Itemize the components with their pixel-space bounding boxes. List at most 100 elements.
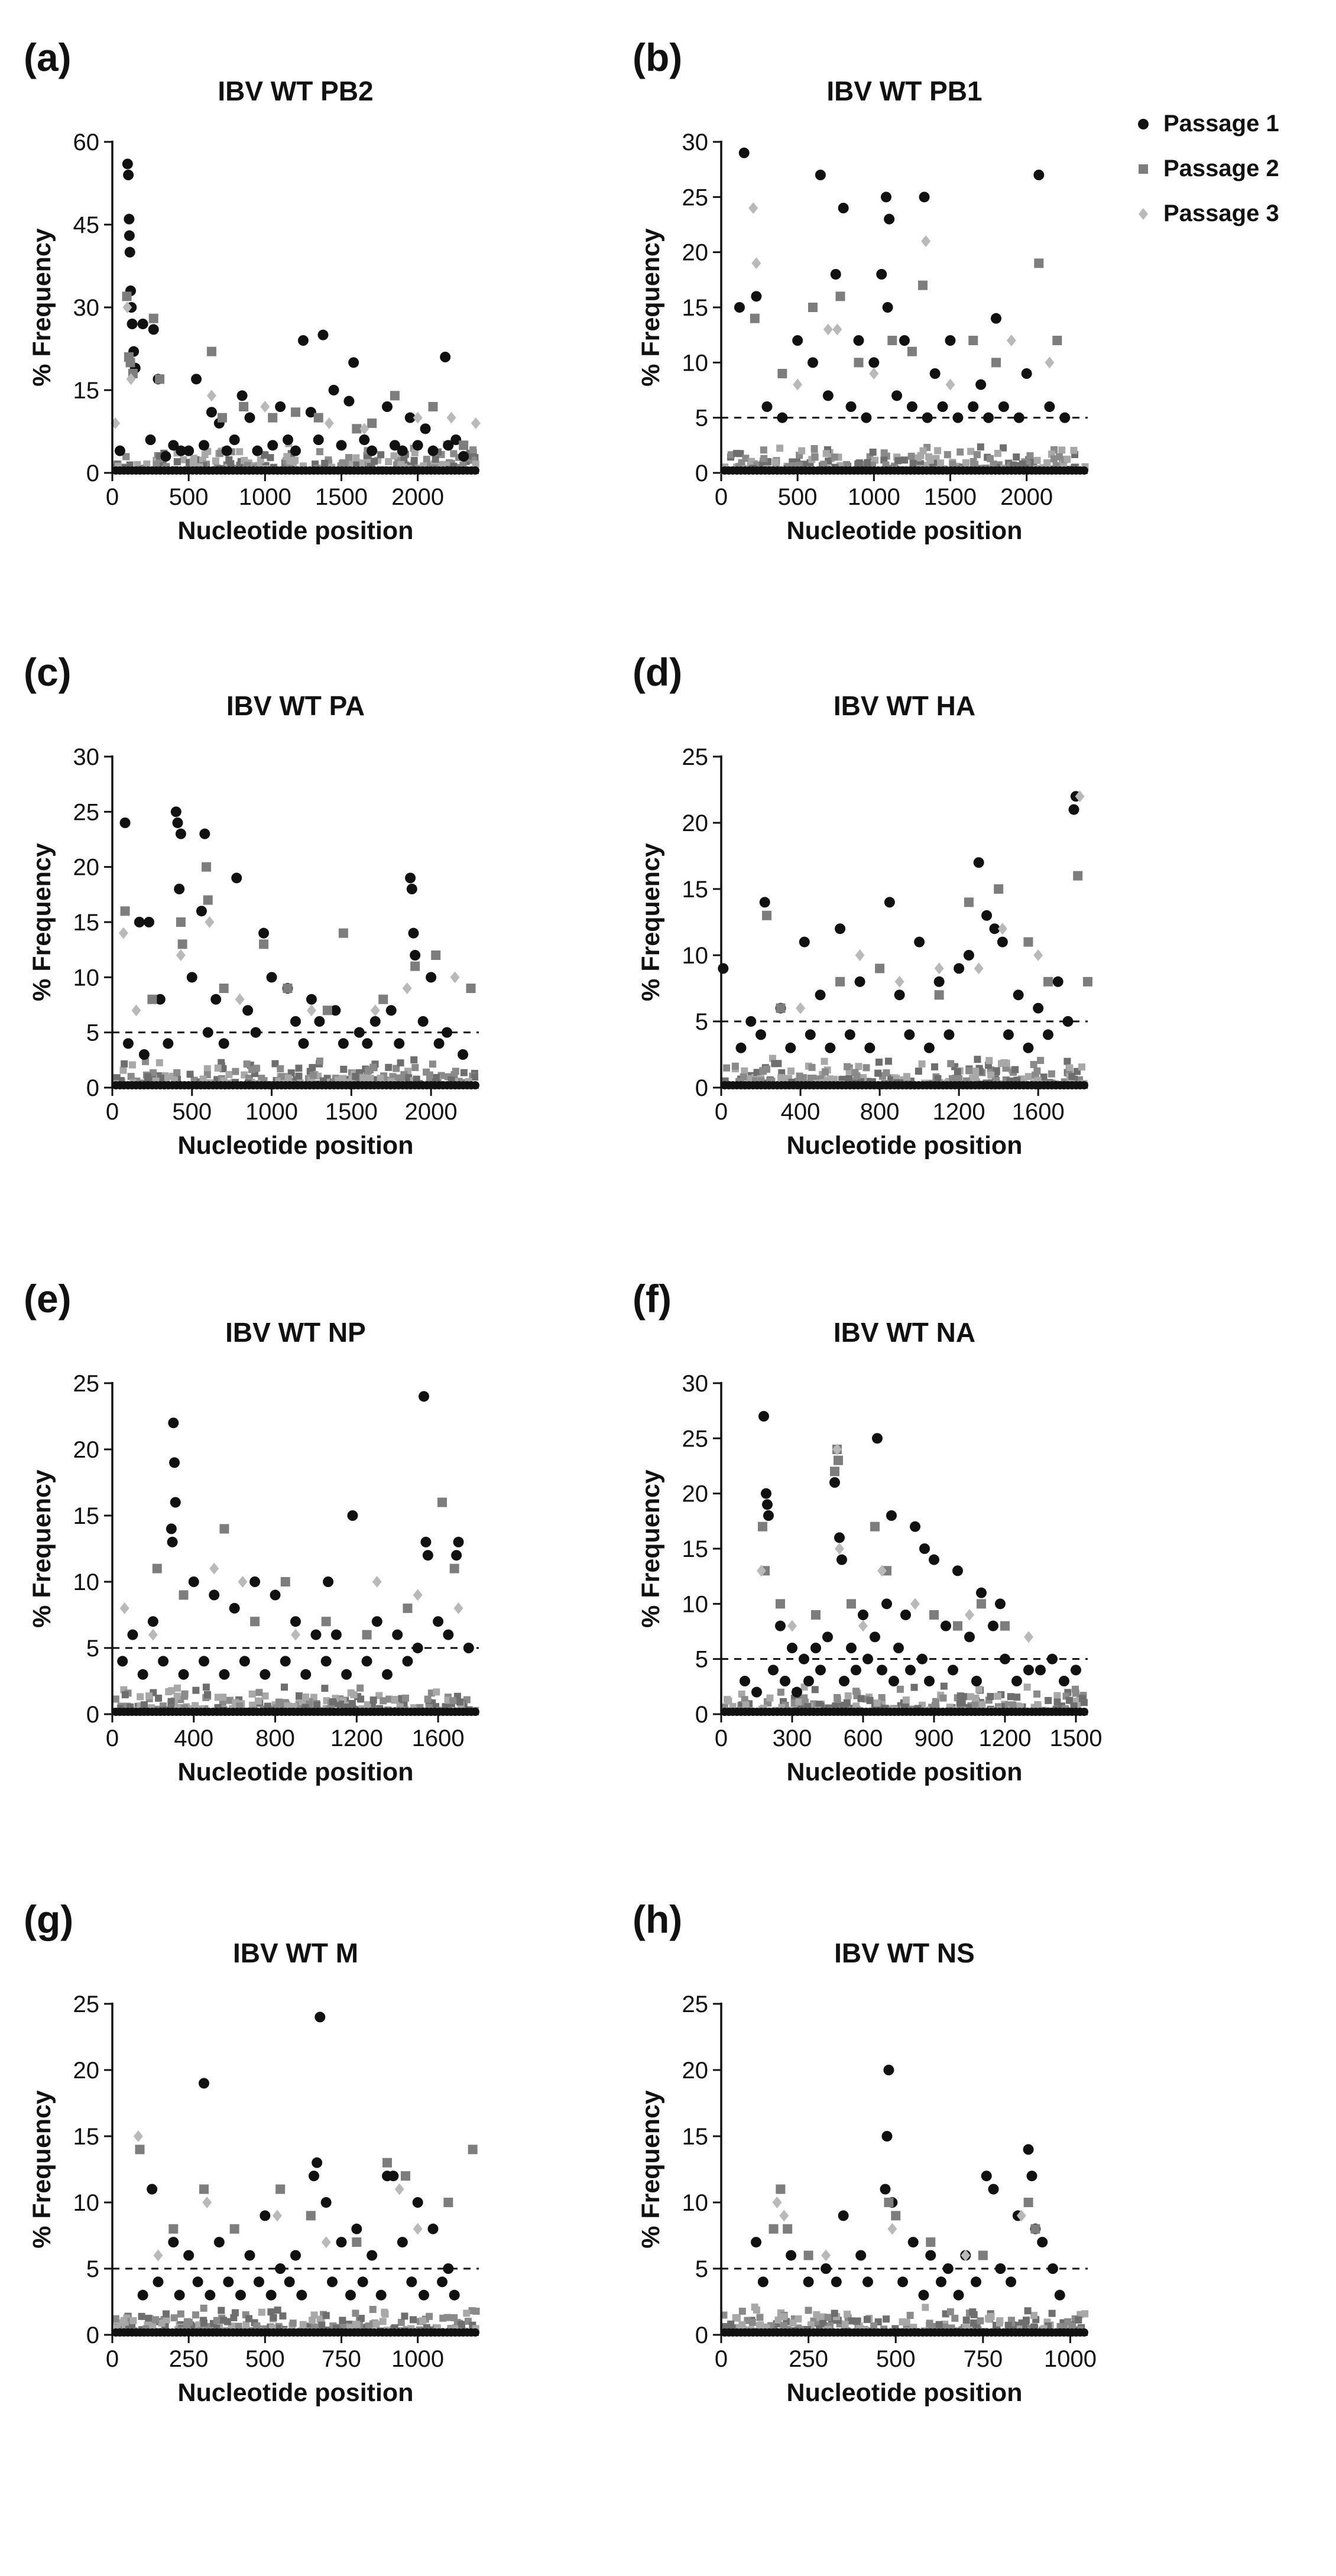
data-point bbox=[170, 1497, 181, 1508]
data-point bbox=[458, 1049, 469, 1060]
low-frequency-point bbox=[245, 2315, 253, 2322]
x-tick-label: 0 bbox=[715, 1725, 728, 1751]
data-point bbox=[328, 385, 339, 395]
data-point bbox=[815, 1665, 826, 1676]
low-frequency-point bbox=[936, 459, 944, 467]
x-axis-label: Nucleotide position bbox=[178, 1131, 414, 1160]
data-point bbox=[341, 1669, 352, 1680]
low-frequency-point bbox=[975, 1686, 983, 1693]
low-frequency-point bbox=[771, 458, 779, 466]
low-frequency-point bbox=[181, 1692, 189, 1700]
series-passage-3 bbox=[748, 202, 1055, 391]
data-point bbox=[127, 319, 138, 329]
data-point bbox=[1034, 258, 1044, 268]
low-frequency-point bbox=[987, 1693, 994, 1701]
y-tick-label: 0 bbox=[695, 460, 708, 486]
data-point bbox=[160, 451, 171, 462]
data-point bbox=[290, 1616, 301, 1627]
low-frequency-point bbox=[753, 1069, 761, 1076]
data-point bbox=[937, 401, 948, 412]
data-point bbox=[348, 357, 359, 368]
data-point bbox=[926, 2237, 936, 2247]
data-point bbox=[158, 1656, 169, 1667]
y-tick-label: 15 bbox=[682, 295, 709, 321]
panel-letter: (b) bbox=[633, 35, 682, 79]
low-frequency-point bbox=[1022, 2317, 1030, 2324]
low-frequency-point bbox=[350, 1691, 358, 1699]
low-frequency-point bbox=[322, 2312, 330, 2319]
x-tick-label: 1200 bbox=[330, 1725, 383, 1751]
data-point bbox=[175, 828, 186, 839]
data-point bbox=[419, 1391, 429, 1402]
data-point bbox=[229, 2224, 239, 2234]
low-frequency-point bbox=[345, 454, 352, 462]
low-frequency-point bbox=[1013, 453, 1020, 461]
low-frequency-point bbox=[906, 2312, 914, 2319]
low-frequency-point bbox=[401, 2312, 408, 2320]
low-frequency-point bbox=[1030, 1060, 1037, 1068]
data-point bbox=[238, 1576, 248, 1588]
data-point bbox=[1047, 1653, 1058, 1665]
data-point bbox=[954, 963, 965, 974]
y-tick-label: 20 bbox=[682, 810, 709, 836]
data-point bbox=[205, 916, 215, 928]
x-tick-label: 300 bbox=[773, 1725, 812, 1751]
low-frequency-point bbox=[977, 443, 984, 451]
low-frequency-point bbox=[243, 1060, 251, 1068]
data-point bbox=[188, 1576, 199, 1587]
low-frequency-point bbox=[186, 1070, 194, 1078]
y-tick-label: 5 bbox=[86, 2256, 99, 2282]
low-frequency-point bbox=[158, 2319, 166, 2327]
low-frequency-point bbox=[1078, 1063, 1085, 1071]
data-point bbox=[925, 2250, 936, 2261]
y-tick-label: 5 bbox=[86, 1636, 99, 1662]
data-point bbox=[924, 1676, 935, 1686]
data-point bbox=[320, 1656, 332, 1667]
low-frequency-point bbox=[267, 2308, 275, 2316]
low-frequency-point bbox=[472, 460, 479, 468]
data-point bbox=[266, 972, 277, 983]
data-point bbox=[280, 1577, 290, 1587]
data-point bbox=[352, 424, 362, 434]
low-frequency-point bbox=[978, 1701, 986, 1708]
low-frequency-point bbox=[934, 1075, 942, 1082]
data-point bbox=[313, 434, 324, 445]
low-frequency-point bbox=[352, 2309, 359, 2317]
low-frequency-point bbox=[969, 2308, 977, 2316]
chart-title: IBV WT PA bbox=[226, 690, 365, 721]
low-frequency-point bbox=[295, 1692, 303, 1700]
low-frequency-point bbox=[395, 1074, 403, 1082]
legend-item: Passage 2 bbox=[1139, 155, 1279, 181]
data-point bbox=[862, 2276, 873, 2288]
data-point bbox=[918, 280, 928, 290]
data-point bbox=[862, 1653, 873, 1665]
low-frequency-point bbox=[471, 1073, 479, 1081]
low-frequency-point bbox=[313, 1701, 321, 1709]
x-tick-label: 1000 bbox=[245, 1099, 298, 1125]
data-point bbox=[443, 2198, 453, 2207]
low-frequency-point bbox=[949, 460, 956, 468]
data-point bbox=[338, 1038, 349, 1049]
series-passage-2 bbox=[762, 871, 1092, 1013]
low-frequency-point bbox=[419, 2317, 427, 2325]
low-frequency-point bbox=[741, 1696, 748, 1704]
data-point bbox=[324, 417, 334, 429]
data-point bbox=[314, 1016, 325, 1027]
low-frequency-point bbox=[965, 1067, 973, 1075]
data-point bbox=[148, 324, 159, 335]
data-point bbox=[390, 391, 400, 401]
data-point bbox=[978, 2250, 988, 2260]
data-point bbox=[792, 1686, 802, 1698]
data-point bbox=[851, 1665, 861, 1676]
data-point bbox=[428, 402, 438, 411]
x-tick-label: 800 bbox=[860, 1099, 900, 1125]
data-point bbox=[401, 2171, 410, 2181]
data-point bbox=[297, 335, 309, 346]
low-frequency-point bbox=[1058, 446, 1066, 454]
low-frequency-point bbox=[1033, 1690, 1041, 1698]
low-frequency-point bbox=[738, 2321, 746, 2328]
data-point bbox=[855, 949, 865, 961]
x-tick-label: 1500 bbox=[924, 484, 977, 510]
panels-layer: (a) IBV WT PB2 % Frequency Nucleotide posit… bbox=[24, 35, 1102, 2407]
data-point bbox=[145, 434, 156, 445]
